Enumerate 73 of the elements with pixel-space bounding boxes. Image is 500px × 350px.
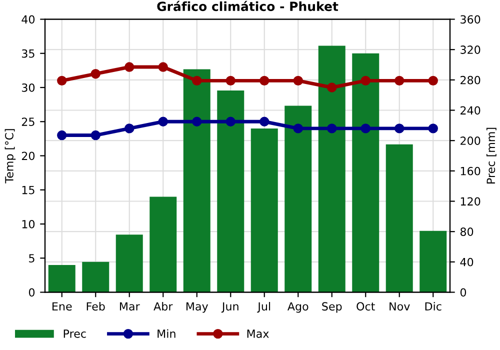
x-tick-label: Nov [390, 302, 410, 311]
point [90, 130, 100, 140]
point [260, 76, 270, 86]
x-tick-label: Dic [425, 302, 442, 311]
point [260, 116, 270, 126]
point [226, 116, 236, 126]
y-tick-label: 0 [28, 288, 35, 297]
y2-tick-label: 0 [460, 288, 466, 297]
bar [217, 90, 244, 292]
legend-label: Min [158, 329, 176, 338]
y-tick-label: 40 [22, 15, 35, 24]
point [293, 124, 303, 134]
y-tick-label: 25 [22, 118, 34, 126]
y-tick-label: 10 [22, 220, 35, 228]
bar [150, 196, 177, 292]
point [293, 76, 303, 86]
y2-tick-label: 80 [460, 228, 474, 236]
x-tick-label: Feb [86, 302, 105, 311]
chart-title: Gráfico climático - Phuket [157, 0, 338, 12]
bar [420, 230, 447, 292]
bar [386, 144, 413, 292]
point [57, 130, 67, 140]
y-tick-label: 20 [22, 152, 35, 160]
point [192, 76, 202, 86]
point [327, 82, 337, 92]
point [360, 76, 370, 86]
y-tick-label: 35 [22, 49, 34, 58]
y-tick-label: 5 [29, 254, 34, 263]
y2-tick-label: 280 [460, 76, 480, 84]
bar [318, 46, 346, 292]
y2-axis-title: Prec [mm] [486, 128, 496, 184]
point [327, 124, 337, 134]
point [124, 124, 134, 134]
y2-tick-label: 360 [460, 15, 480, 24]
point [192, 116, 202, 126]
point [428, 76, 438, 86]
x-tick-label: Abr [154, 302, 173, 311]
y-axis-title: Temp [°C] [4, 129, 16, 184]
bar [250, 128, 278, 292]
bar [284, 106, 312, 292]
bar [352, 53, 380, 292]
x-tick-label: Jun [221, 302, 238, 313]
x-tick-label: May [186, 302, 208, 313]
x-tick-label: Oct [356, 302, 375, 311]
y2-tick-label: 240 [460, 106, 480, 115]
legend-label: Max [247, 330, 269, 338]
bar [82, 262, 110, 292]
point [394, 76, 404, 86]
point [158, 116, 168, 126]
x-tick-label: Mar [120, 302, 140, 311]
x-tick-label: Sep [322, 302, 342, 313]
y2-tick-label: 320 [460, 46, 480, 54]
point [57, 76, 67, 86]
y-tick-label: 30 [22, 83, 35, 92]
point [124, 62, 134, 72]
legend-label: Prec [64, 330, 86, 338]
point [226, 76, 236, 86]
bar [116, 234, 143, 292]
x-tick-label: Ene [52, 302, 72, 311]
point [158, 62, 168, 72]
bar [48, 264, 76, 292]
point [90, 68, 100, 79]
point [394, 124, 404, 134]
y2-tick-label: 40 [460, 258, 474, 266]
y2-tick-label: 160 [460, 166, 480, 176]
x-tick-label: Ago [287, 302, 308, 313]
x-tick-label: Jul [257, 302, 270, 313]
point [360, 124, 370, 134]
y-tick-label: 15 [22, 186, 34, 194]
bar [183, 69, 210, 292]
y2-tick-label: 120 [460, 197, 480, 206]
y2-tick-label: 200 [460, 136, 480, 145]
point [428, 124, 438, 134]
